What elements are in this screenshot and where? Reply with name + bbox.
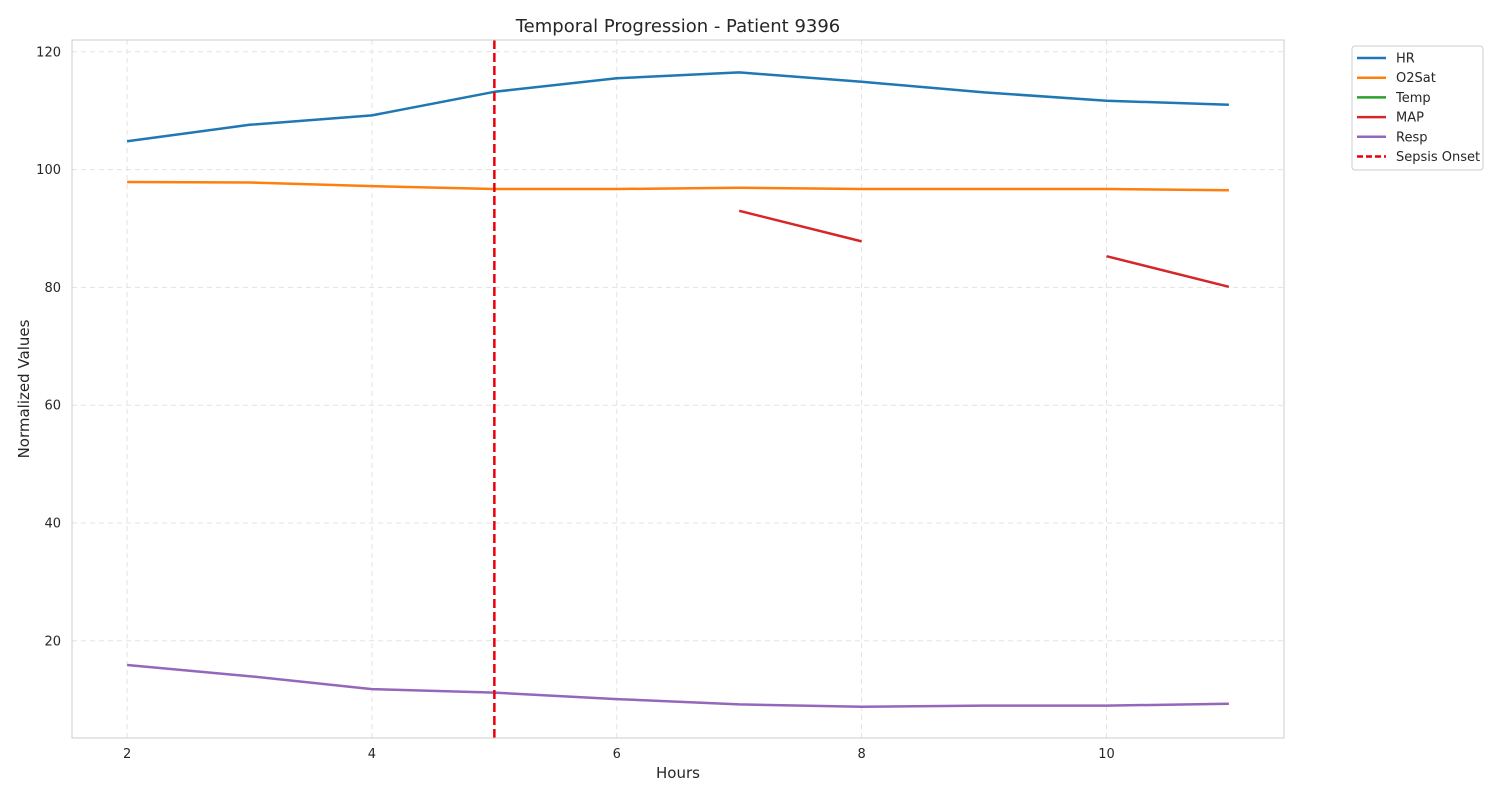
- legend: HR O2Sat Temp MAP Resp Sepsis Onset: [1351, 45, 1484, 171]
- legend-label: Temp: [1395, 91, 1431, 106]
- grid: [72, 40, 1284, 738]
- series-line-hr: [126, 71, 1229, 143]
- y-tick-label: 20: [44, 634, 61, 649]
- series-line-o2sat: [127, 180, 1229, 192]
- legend-label: Sepsis Onset: [1396, 150, 1480, 165]
- series-line-resp: [126, 663, 1229, 709]
- chart-title: Temporal Progression - Patient 9396: [515, 16, 841, 37]
- x-tick-label: 6: [613, 747, 621, 762]
- series-line-map: [1106, 254, 1230, 289]
- y-tick-labels: 20 40 60 80 100 120: [36, 45, 61, 649]
- x-tick-label: 10: [1098, 747, 1115, 762]
- x-tick-label: 2: [123, 747, 131, 762]
- legend-label: Resp: [1396, 130, 1427, 145]
- y-axis-label: Normalized Values: [15, 319, 33, 458]
- legend-label: MAP: [1396, 111, 1424, 126]
- legend-label: HR: [1396, 52, 1415, 67]
- series-line-map: [738, 209, 862, 243]
- y-tick-label: 40: [44, 517, 61, 532]
- legend-label: O2Sat: [1396, 71, 1436, 86]
- x-axis-label: Hours: [656, 764, 700, 782]
- x-tick-label: 4: [368, 747, 376, 762]
- x-tick-label: 8: [857, 747, 865, 762]
- series-lines: [126, 71, 1230, 709]
- y-tick-label: 120: [36, 45, 61, 60]
- x-tick-labels: 2 4 6 8 10: [123, 747, 1115, 762]
- y-tick-label: 60: [44, 399, 61, 414]
- plot-frame: [71, 39, 1285, 739]
- y-tick-label: 80: [44, 281, 61, 296]
- y-tick-label: 100: [36, 163, 61, 178]
